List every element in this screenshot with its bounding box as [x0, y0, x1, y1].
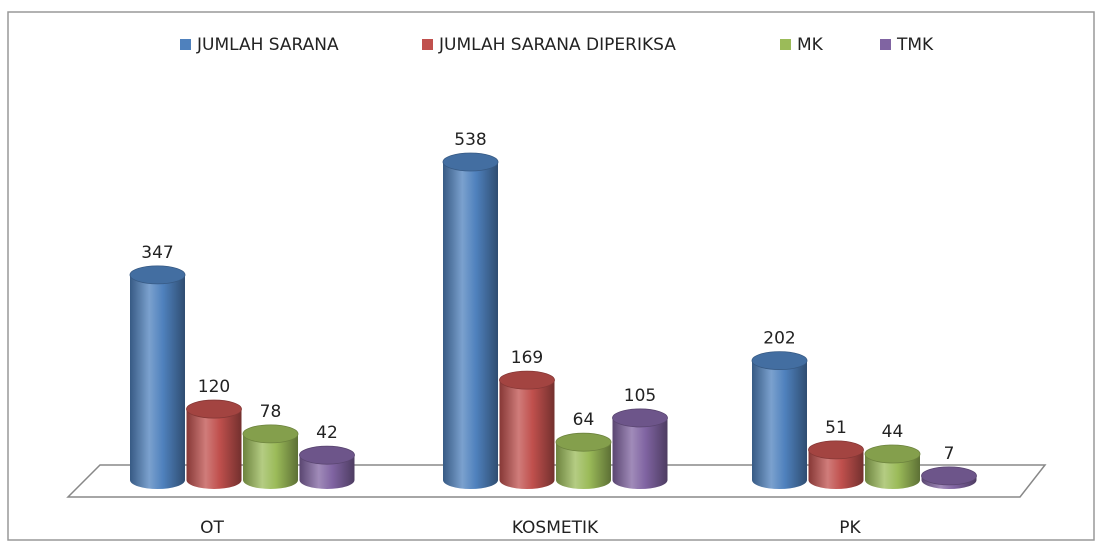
bar-top: [808, 440, 864, 460]
bar-top: [921, 466, 977, 486]
x-tick-label: PK: [839, 518, 861, 538]
legend-label: JUMLAH SARANA DIPERIKSA: [438, 35, 676, 55]
bar-top: [612, 408, 668, 428]
data-label: 42: [316, 423, 338, 443]
legend-swatch: [422, 39, 433, 50]
bar: [612, 417, 668, 489]
bar: [299, 455, 355, 489]
bar-top: [442, 152, 499, 172]
legend-label: TMK: [896, 35, 934, 55]
bar-top: [299, 445, 355, 465]
bar: [499, 380, 555, 489]
bar-top: [555, 432, 612, 452]
bar: [865, 453, 920, 489]
x-tick-label: KOSMETIK: [512, 518, 599, 538]
x-tick-label: OT: [200, 518, 224, 538]
data-label: 44: [882, 422, 904, 442]
legend-label: MK: [797, 35, 824, 55]
data-label: 120: [198, 377, 230, 397]
data-label: 105: [624, 386, 656, 406]
data-label: 64: [573, 410, 595, 430]
data-label: 78: [260, 402, 282, 422]
legend-swatch: [180, 39, 191, 50]
bar: [752, 360, 807, 489]
bar: [443, 162, 498, 489]
data-label: 347: [141, 243, 173, 263]
bar-top: [864, 444, 921, 464]
data-label: 7: [944, 444, 955, 464]
bar: [186, 409, 242, 489]
bar: [130, 274, 185, 489]
data-label: 202: [763, 329, 795, 349]
bar-top: [499, 370, 555, 390]
bar: [808, 449, 864, 489]
legend-swatch: [780, 39, 791, 50]
bar-top: [129, 265, 186, 285]
data-label: 169: [511, 348, 543, 368]
legend-label: JUMLAH SARANA: [196, 35, 339, 55]
data-label: 538: [454, 130, 486, 150]
bar: [556, 442, 611, 489]
legend-swatch: [880, 39, 891, 50]
bar-top: [751, 351, 808, 371]
data-label: 51: [825, 418, 847, 438]
bar-top: [242, 424, 299, 444]
bar-top: [186, 399, 242, 419]
bar: [243, 433, 298, 489]
